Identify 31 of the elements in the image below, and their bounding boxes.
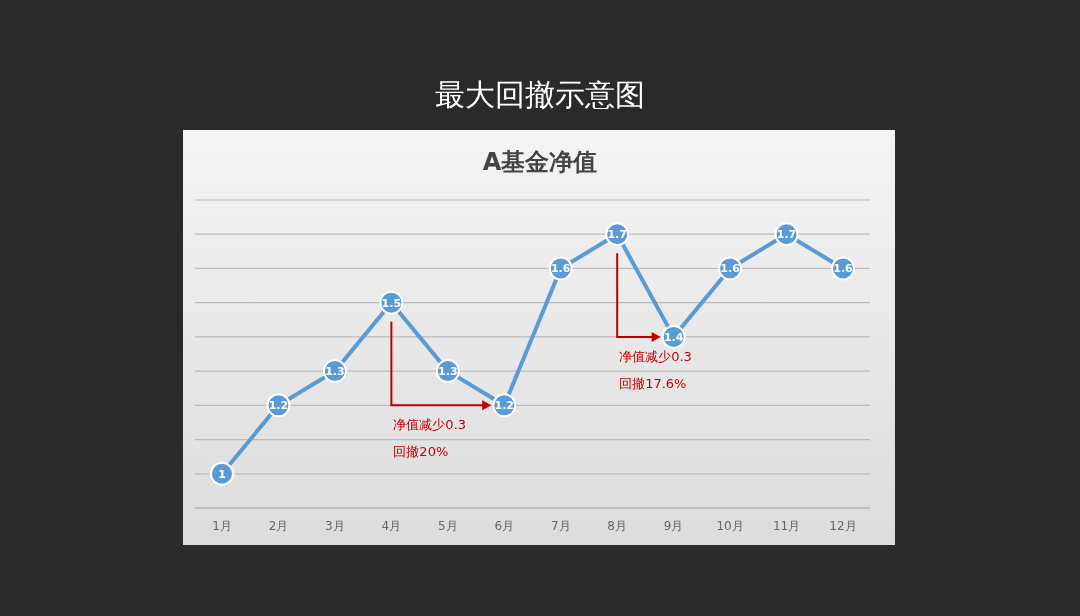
- x-tick-label: 1月: [212, 519, 232, 533]
- x-tick-label: 7月: [550, 519, 571, 533]
- annotation: 净值减少0.3: [393, 417, 467, 433]
- annotation: 回撤20%: [393, 444, 449, 460]
- x-tick-label: 5月: [438, 519, 458, 533]
- x-tick-label: 3月: [325, 519, 345, 533]
- x-tick-label: 9月: [663, 519, 684, 533]
- x-tick-label: 4月: [381, 519, 402, 533]
- data-label: 1.4: [663, 330, 684, 344]
- data-label: 1.2: [268, 399, 289, 413]
- data-label: 1.3: [325, 365, 345, 379]
- x-tick-label: 12月: [829, 519, 857, 533]
- annotation: 回撤17.6%: [619, 375, 687, 391]
- chart-title: 最大回撤示意图: [435, 77, 645, 112]
- x-tick-label: 2月: [268, 519, 289, 533]
- data-label: 1.6: [550, 262, 571, 276]
- data-label: 1.3: [438, 365, 458, 379]
- chart-subtitle: A基金净值: [482, 148, 598, 176]
- annotation: 净值减少0.3: [619, 348, 692, 364]
- point: [210, 461, 234, 486]
- data-label: 1.5: [381, 296, 402, 310]
- x-tick-label: 11月: [772, 519, 801, 533]
- data-label: 1: [218, 467, 226, 481]
- data-label: 1.6: [833, 262, 854, 276]
- x-tick-label: 10月: [716, 519, 744, 533]
- data-label: 1.2: [494, 399, 515, 413]
- data-label: 1.6: [720, 262, 741, 276]
- x-tick-label: 8月: [607, 519, 627, 533]
- x-tick-label: 6月: [494, 519, 515, 533]
- data-label: 1.7: [607, 228, 627, 242]
- data-label: 1.7: [776, 228, 797, 242]
